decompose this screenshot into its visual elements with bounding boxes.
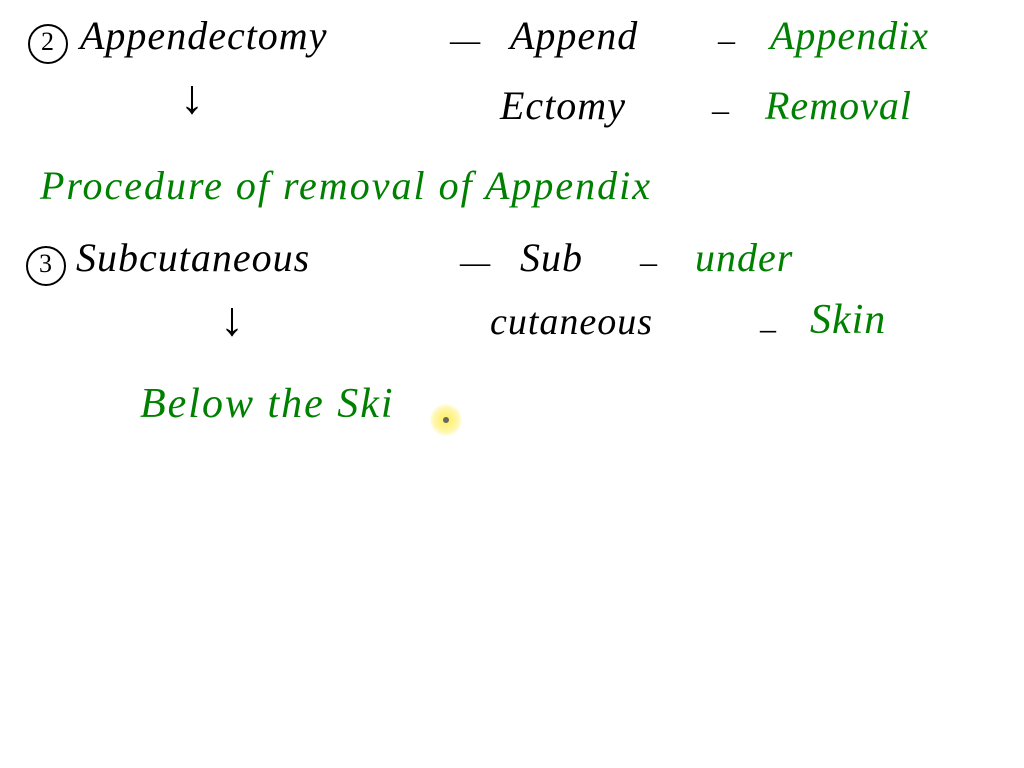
dash: – bbox=[640, 244, 658, 282]
cursor-highlight-icon bbox=[430, 404, 462, 436]
dash: – bbox=[718, 22, 736, 60]
whiteboard-canvas: { "colors": { "ink_black": "#000000", "i… bbox=[0, 0, 1024, 768]
dash: — bbox=[450, 22, 481, 60]
full-definition-appendectomy: Procedure of removal of Appendix bbox=[40, 162, 652, 209]
dash: — bbox=[460, 244, 491, 282]
definition-appendix: Appendix bbox=[770, 12, 929, 59]
definition-removal: Removal bbox=[765, 82, 912, 129]
bullet-number-2: 2 bbox=[28, 24, 68, 64]
dash: – bbox=[712, 92, 730, 130]
definition-under: under bbox=[695, 234, 793, 281]
term-subcutaneous: Subcutaneous bbox=[76, 234, 310, 281]
arrow-down-icon: ↓ bbox=[220, 292, 245, 347]
dash: – bbox=[760, 310, 777, 347]
root-append: Append bbox=[510, 12, 638, 59]
full-definition-subcutaneous: Below the Ski bbox=[140, 380, 395, 428]
root-sub: Sub bbox=[520, 234, 583, 281]
root-ectomy: Ectomy bbox=[500, 82, 626, 129]
definition-skin: Skin bbox=[810, 296, 886, 344]
bullet-number-3: 3 bbox=[26, 246, 66, 286]
root-cutaneous: cutaneous bbox=[490, 300, 653, 344]
term-appendectomy: Appendectomy bbox=[80, 12, 327, 59]
arrow-down-icon: ↓ bbox=[180, 70, 205, 125]
